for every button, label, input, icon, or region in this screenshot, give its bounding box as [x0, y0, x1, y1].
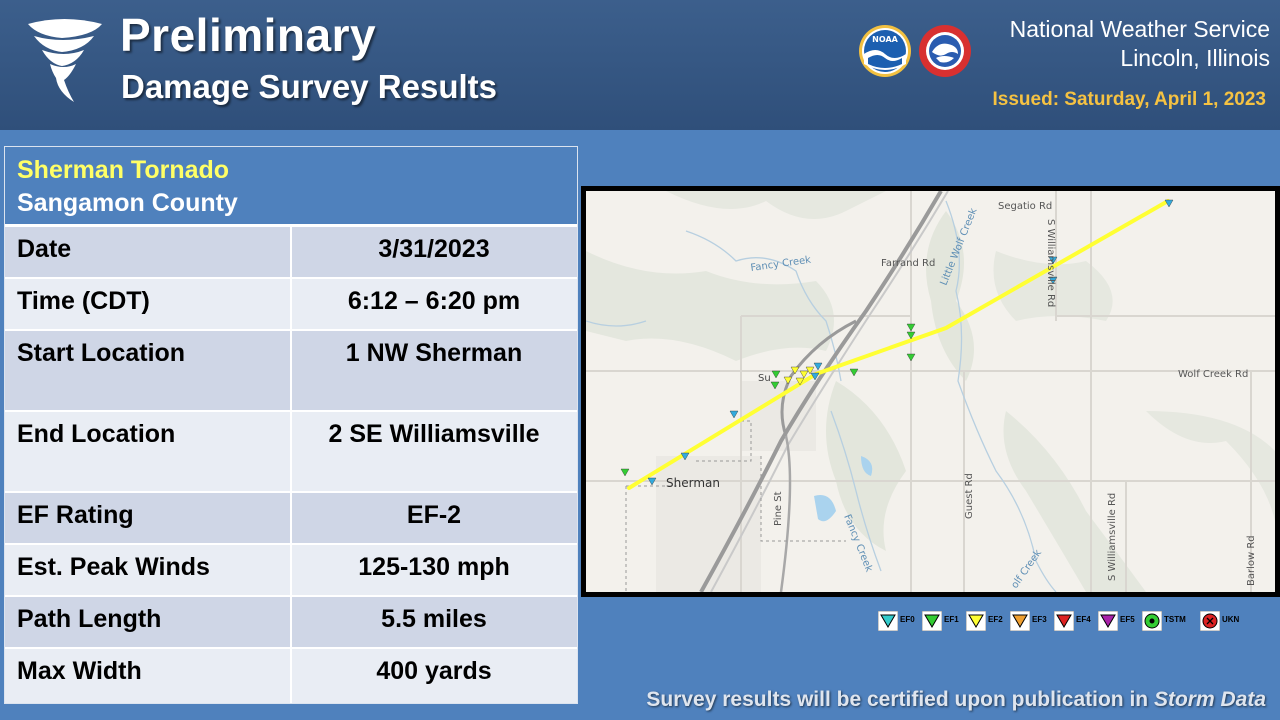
nws-logo-icon: [919, 25, 971, 77]
page-title: Preliminary: [120, 9, 377, 61]
county-name: Sangamon County: [17, 189, 238, 217]
legend-label: EF0: [900, 615, 915, 624]
damage-map-frame: Segatio Rd S Williamsville Rd Little Wol…: [581, 186, 1280, 597]
ef0-marker-icon: [877, 610, 899, 632]
ef3-marker-icon: [1009, 610, 1031, 632]
map-label-segatio-rd: Segatio Rd: [998, 201, 1052, 212]
legend-label: EF2: [988, 615, 1003, 624]
legend-item-ukn: UKN: [1199, 610, 1244, 632]
row-label: Path Length: [17, 605, 162, 633]
office-name: National Weather Service: [1009, 16, 1270, 42]
tstm-marker-icon: [1141, 610, 1163, 632]
legend-item-ef1: EF1: [921, 610, 962, 632]
map-label-pine-st: Pine St: [773, 491, 784, 526]
table-row: Path Length 5.5 miles: [5, 597, 577, 649]
row-label: Max Width: [17, 657, 142, 685]
legend-item-tstm: TSTM: [1141, 610, 1192, 632]
row-label: Est. Peak Winds: [17, 553, 210, 581]
legend-item-ef4: EF4: [1053, 610, 1094, 632]
map-label-s-williamsville-rd-south: S Williamsville Rd: [1107, 493, 1118, 581]
legend-label: EF5: [1120, 615, 1135, 624]
row-value: 5.5 miles: [381, 605, 487, 633]
office-location: Lincoln, Illinois: [1120, 45, 1270, 71]
ukn-marker-icon: [1199, 610, 1221, 632]
legend-label: UKN: [1222, 615, 1240, 624]
map-label-town-partial: Su: [758, 373, 771, 384]
damage-map[interactable]: Segatio Rd S Williamsville Rd Little Wol…: [586, 191, 1275, 592]
map-label-wolf-creek-south: olf Creek: [1009, 548, 1044, 591]
legend-item-ef3: EF3: [1009, 610, 1050, 632]
table-header: Sherman Tornado Sangamon County: [5, 147, 577, 227]
certification-note: Survey results will be certified upon pu…: [646, 688, 1266, 711]
row-value: 125-130 mph: [358, 553, 510, 581]
map-canvas: Segatio Rd S Williamsville Rd Little Wol…: [586, 191, 1275, 592]
row-value: EF-2: [406, 501, 462, 529]
row-label: EF Rating: [17, 501, 134, 529]
row-label: Start Location: [17, 339, 186, 367]
row-label: Date: [17, 235, 72, 263]
ef1-marker-icon: [921, 610, 943, 632]
legend-label: EF1: [944, 615, 959, 624]
legend-item-ef2: EF2: [965, 610, 1006, 632]
row-value: 2 SE Williamsville: [328, 420, 540, 448]
survey-summary-table: Sherman Tornado Sangamon County Date 3/3…: [4, 146, 578, 704]
row-value: 3/31/2023: [378, 235, 490, 263]
tornado-icon: [28, 19, 102, 102]
map-label-barlow-rd: Barlow Rd: [1246, 535, 1257, 586]
table-row: Est. Peak Winds 125-130 mph: [5, 545, 577, 597]
issued-date: Issued: Saturday, April 1, 2023: [992, 89, 1267, 110]
svg-text:NOAA: NOAA: [872, 35, 898, 44]
tornado-name: Sherman Tornado: [17, 156, 230, 184]
table-row: Start Location 1 NW Sherman: [5, 331, 577, 412]
ef2-marker-icon: [965, 610, 987, 632]
legend-item-ef5: EF5: [1097, 610, 1138, 632]
table-row: Time (CDT) 6:12 – 6:20 pm: [5, 279, 577, 331]
row-value: 400 yards: [376, 657, 492, 685]
map-label-sherman: Sherman: [666, 476, 720, 490]
map-label-guest-rd: Guest Rd: [964, 473, 975, 519]
map-label-wolf-creek-rd: Wolf Creek Rd: [1178, 369, 1248, 380]
legend-item-ef0: EF0: [877, 610, 918, 632]
table-row: End Location 2 SE Williamsville: [5, 412, 577, 493]
table-row: EF Rating EF-2: [5, 493, 577, 545]
row-value: 1 NW Sherman: [345, 339, 523, 367]
ef5-marker-icon: [1097, 610, 1119, 632]
row-label: Time (CDT): [17, 287, 150, 315]
row-value: 6:12 – 6:20 pm: [347, 287, 521, 315]
row-label: End Location: [17, 420, 176, 448]
legend-label: EF4: [1076, 615, 1091, 624]
storm-data-publication: Storm Data: [1153, 688, 1266, 711]
noaa-logo-icon: NOAA: [859, 25, 911, 77]
legend-label: TSTM: [1164, 615, 1186, 624]
ef4-marker-icon: [1053, 610, 1075, 632]
legend-label: EF3: [1032, 615, 1047, 624]
map-label-s-williamsville-rd-north: S Williamsville Rd: [1045, 219, 1056, 307]
page-subtitle: Damage Survey Results: [121, 68, 498, 105]
header-banner: Preliminary Damage Survey Results NOAA N…: [0, 0, 1280, 130]
map-label-farrand-rd: Farrand Rd: [881, 258, 935, 269]
table-row: Date 3/31/2023: [5, 227, 577, 279]
table-row: Max Width 400 yards: [5, 649, 577, 703]
